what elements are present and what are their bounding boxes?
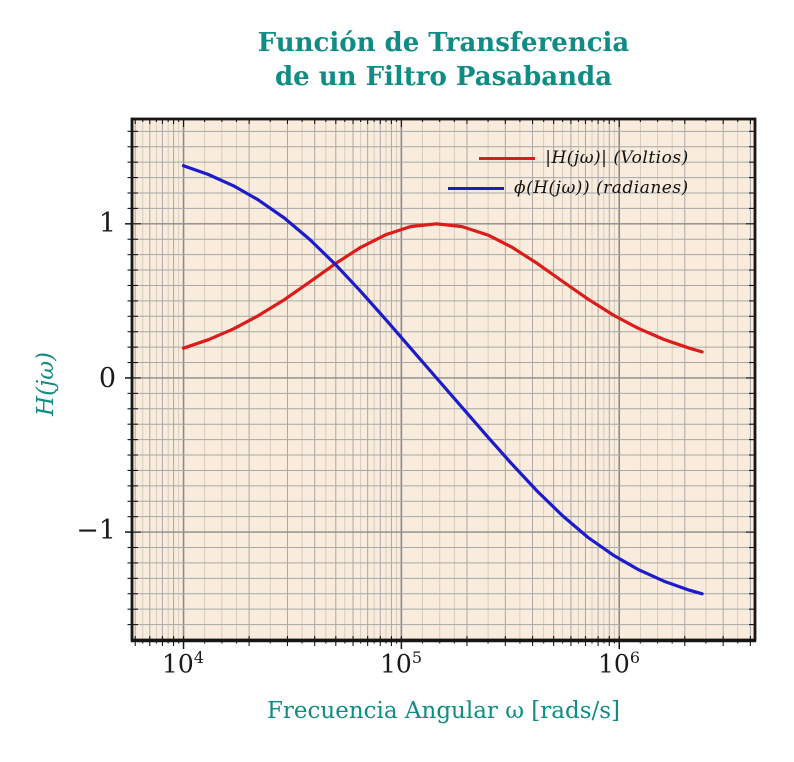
legend-entry-phase: ϕ(H(jω)) (radianes) <box>448 173 689 203</box>
x-tick-label-1e6: 106 <box>598 648 640 679</box>
x-tick-label-1e4: 104 <box>162 648 204 679</box>
legend-entry-magnitude: |H(jω)| (Voltios) <box>448 143 689 173</box>
x-axis-label: Frecuencia Angular ω [rads/s] <box>266 698 621 724</box>
plot-frame <box>130 117 757 642</box>
y-tick-label-minus1: −1 <box>76 515 116 546</box>
phase-line-swatch <box>448 186 504 190</box>
magnitude-line-swatch <box>479 156 536 160</box>
legend-label-magnitude: |H(jω)| (Voltios) <box>545 148 689 168</box>
bandpass-filter-chart <box>125 117 757 649</box>
y-tick-label-1: 1 <box>98 208 116 239</box>
legend-label-phase: ϕ(H(jω)) (radianes) <box>514 178 689 198</box>
y-tick-label-0: 0 <box>98 363 116 394</box>
chart-title-line-1: Función de Transferencia <box>257 28 630 58</box>
plot-background <box>132 119 755 640</box>
magnitude-curve <box>181 222 704 354</box>
legend: |H(jω)| (Voltios) ϕ(H(jω)) (radianes) <box>448 143 689 203</box>
chart-title-line-2: de un Filtro Pasabanda <box>274 62 613 92</box>
x-tick-label-1e5: 105 <box>380 648 422 679</box>
phase-curve <box>181 164 704 596</box>
plot-area: |H(jω)| (Voltios) ϕ(H(jω)) (radianes) <box>125 117 757 649</box>
y-axis-label: H(jω) <box>33 352 59 416</box>
